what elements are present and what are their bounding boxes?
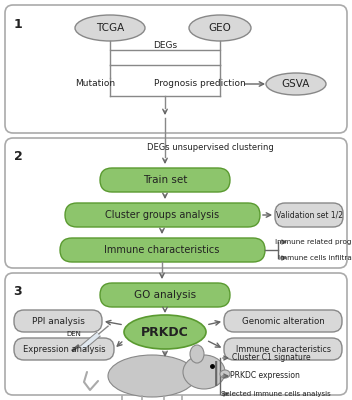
FancyBboxPatch shape [14, 338, 114, 360]
Ellipse shape [183, 355, 225, 389]
FancyBboxPatch shape [5, 273, 347, 395]
Text: Cluster C1 signature: Cluster C1 signature [232, 354, 310, 362]
Text: GSVA: GSVA [282, 79, 310, 89]
Text: Immune cells infiltration: Immune cells infiltration [278, 255, 352, 261]
FancyBboxPatch shape [14, 310, 102, 332]
FancyBboxPatch shape [224, 338, 342, 360]
Text: Expression analysis: Expression analysis [23, 344, 105, 354]
FancyBboxPatch shape [5, 5, 347, 133]
Ellipse shape [189, 15, 251, 41]
Text: GO analysis: GO analysis [134, 290, 196, 300]
FancyBboxPatch shape [60, 238, 265, 262]
Text: Selected immune cells analysis: Selected immune cells analysis [221, 391, 331, 397]
Text: 1: 1 [14, 18, 23, 31]
Ellipse shape [124, 315, 206, 349]
Ellipse shape [190, 345, 204, 363]
Text: GEO: GEO [209, 23, 231, 33]
Text: Immune characteristics: Immune characteristics [235, 344, 331, 354]
Text: Mutation: Mutation [75, 80, 115, 88]
Text: DEN: DEN [67, 331, 81, 337]
Text: 3: 3 [14, 285, 22, 298]
Ellipse shape [266, 73, 326, 95]
Text: PRKDC expression: PRKDC expression [230, 372, 300, 380]
Text: PRKDC: PRKDC [141, 326, 189, 338]
Text: Immune related prognosis: Immune related prognosis [275, 239, 352, 245]
FancyBboxPatch shape [100, 283, 230, 307]
Text: TCGA: TCGA [96, 23, 124, 33]
FancyBboxPatch shape [275, 203, 343, 227]
Text: PPI analysis: PPI analysis [32, 316, 84, 326]
Text: Genomic alteration: Genomic alteration [241, 316, 325, 326]
Ellipse shape [108, 355, 196, 397]
FancyBboxPatch shape [65, 203, 260, 227]
FancyBboxPatch shape [224, 310, 342, 332]
Text: Prognosis prediction: Prognosis prediction [154, 80, 246, 88]
FancyBboxPatch shape [5, 138, 347, 268]
Text: DEGs unsupervised clustering: DEGs unsupervised clustering [147, 142, 274, 152]
Text: Cluster groups analysis: Cluster groups analysis [105, 210, 219, 220]
FancyBboxPatch shape [100, 168, 230, 192]
Ellipse shape [220, 370, 230, 378]
Ellipse shape [75, 15, 145, 41]
Text: |: | [212, 360, 220, 386]
Text: DEGs: DEGs [153, 42, 177, 50]
Text: Validation set 1/2: Validation set 1/2 [276, 210, 342, 220]
Text: Immune characteristics: Immune characteristics [104, 245, 220, 255]
Text: 2: 2 [14, 150, 23, 163]
Text: Train set: Train set [143, 175, 187, 185]
